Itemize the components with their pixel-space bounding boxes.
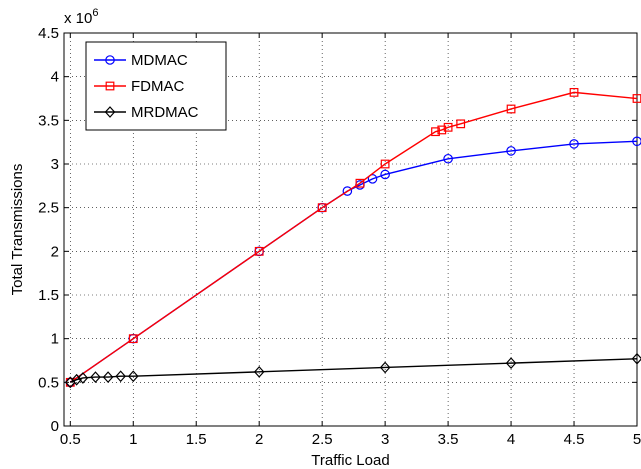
data-point-fdmac — [380, 159, 390, 169]
y-multiplier-exponent: 6 — [92, 7, 98, 19]
data-point-mdmac — [380, 169, 390, 180]
data-point-mrdmac — [71, 373, 82, 386]
data-point-mrdmac — [127, 370, 139, 383]
data-point-mrdmac — [77, 372, 89, 384]
y-tick-label: 2 — [51, 243, 59, 260]
y-axis-label: Total Transmissions — [9, 164, 26, 296]
data-point-mrdmac — [253, 365, 265, 378]
x-tick-label: 1.5 — [186, 431, 207, 448]
series-mdmac — [65, 136, 641, 388]
data-point-fdmac — [254, 246, 264, 256]
data-point-mdmac — [367, 174, 378, 184]
x-tick-label: 5 — [633, 431, 641, 448]
y-tick-label: 1.5 — [38, 287, 59, 304]
data-point-fdmac — [317, 203, 327, 213]
data-point-mrdmac — [379, 361, 391, 374]
data-point-mrdmac — [631, 352, 641, 365]
y-tick-label: 3.5 — [38, 112, 59, 129]
legend-marker-fdmac — [105, 81, 115, 91]
data-point-mdmac — [443, 153, 453, 164]
x-tick-label: 4 — [507, 431, 515, 448]
data-point-fdmac — [456, 119, 466, 129]
series-layer — [64, 87, 641, 389]
legend-label-mdmac: MDMAC — [131, 52, 188, 69]
series-line-mrdmac — [70, 358, 638, 383]
legend-item-mdmac: MDMAC — [94, 52, 188, 69]
legend-label-fdmac: FDMAC — [131, 78, 184, 95]
y-tick-label: 0.5 — [38, 374, 59, 391]
data-point-mrdmac — [115, 370, 126, 383]
y-tick-label: 4.5 — [38, 25, 59, 42]
legend-item-fdmac: FDMAC — [94, 78, 184, 95]
data-point-mrdmac — [90, 371, 101, 383]
data-point-fdmac — [437, 125, 447, 135]
data-point-mrdmac — [102, 371, 114, 383]
legend: MDMAC FDMAC MRDMAC — [85, 41, 227, 131]
x-tick-label: 1 — [129, 431, 137, 448]
x-tick-label: 0.5 — [60, 431, 81, 448]
data-point-fdmac — [569, 87, 579, 97]
x-tick-label: 3.5 — [438, 431, 459, 448]
data-point-mdmac — [342, 186, 353, 196]
data-point-fdmac — [443, 122, 453, 132]
y-multiplier-base: x 10 — [64, 10, 92, 27]
series-line-fdmac — [69, 91, 638, 383]
series-mrdmac — [64, 352, 641, 389]
data-point-mrdmac — [505, 357, 517, 370]
x-tick-label: 4.5 — [564, 431, 585, 448]
x-tick-label: 3 — [381, 431, 389, 448]
series-line-mdmac — [69, 140, 638, 383]
y-tick-label: 0 — [51, 418, 59, 435]
legend-label-mrdmac: MRDMAC — [131, 104, 199, 121]
x-tick-label: 2.5 — [312, 431, 333, 448]
data-point-fdmac — [431, 127, 440, 137]
y-tick-label: 2.5 — [38, 200, 59, 217]
legend-marker-mrdmac — [104, 106, 116, 118]
y-tick-label: 4 — [51, 69, 59, 86]
x-axis-label: Traffic Load — [311, 452, 389, 469]
ticks: 0.5 1 1.5 2 2.5 3 3.5 4 4.5 500.511.522.533.544.5 — [38, 25, 641, 448]
x-tick-label: 2 — [255, 431, 263, 448]
data-point-mdmac — [569, 139, 579, 149]
data-point-mdmac — [632, 136, 641, 147]
y-tick-label: 1 — [51, 331, 59, 348]
legend-item-mrdmac: MRDMAC — [94, 104, 199, 121]
legend-marker-mdmac — [105, 55, 115, 65]
series-fdmac — [65, 87, 641, 387]
data-point-fdmac — [128, 334, 138, 344]
y-tick-label: 3 — [51, 156, 59, 173]
y-multiplier: x 106 — [64, 7, 98, 27]
data-point-fdmac — [506, 104, 516, 114]
data-point-mdmac — [506, 146, 516, 156]
data-point-fdmac — [355, 178, 365, 188]
plot-frame — [63, 32, 638, 427]
